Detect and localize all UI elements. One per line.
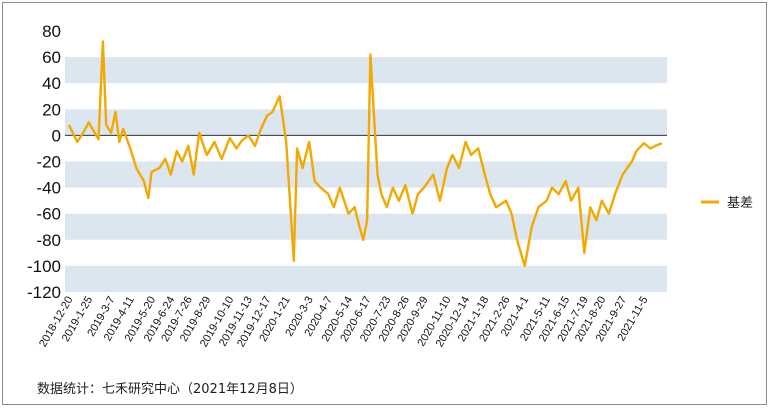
source-note: 数据统计：七禾研究中心（2021年12月8日） xyxy=(37,382,303,397)
y-tick-label: 0 xyxy=(52,126,61,145)
legend-label-basis: 基差 xyxy=(727,196,753,211)
grid-band xyxy=(65,57,667,84)
y-tick-label: -40 xyxy=(36,179,61,198)
y-tick-label: -20 xyxy=(36,153,61,172)
y-tick-label: 20 xyxy=(42,100,61,119)
legend: 基差 xyxy=(701,196,753,211)
y-tick-label: 80 xyxy=(42,22,61,41)
y-tick-label: -80 xyxy=(36,231,61,250)
y-tick-label: -100 xyxy=(27,257,61,276)
chart-frame: 80 60 40 20 0 -20 -40 -60 -80 -100 -120 2018-12-20… xyxy=(2,2,767,405)
y-tick-label: -60 xyxy=(36,205,61,224)
y-tick-label: 60 xyxy=(42,48,61,67)
x-axis-ticks: 2018-12-202019-1-252019-3-72019-4-112019… xyxy=(37,295,650,350)
basis-line-chart: 80 60 40 20 0 -20 -40 -60 -80 -100 -120 2018-12-20… xyxy=(27,22,753,350)
grid-bands xyxy=(65,57,667,292)
grid-band xyxy=(65,109,667,136)
y-tick-label: 40 xyxy=(42,74,61,93)
y-tick-label: -120 xyxy=(27,283,61,302)
series-line-basis xyxy=(67,40,663,268)
grid-band xyxy=(65,161,667,188)
y-axis-ticks: 80 60 40 20 0 -20 -40 -60 -80 -100 -120 xyxy=(27,22,61,302)
grid-band xyxy=(65,265,667,292)
